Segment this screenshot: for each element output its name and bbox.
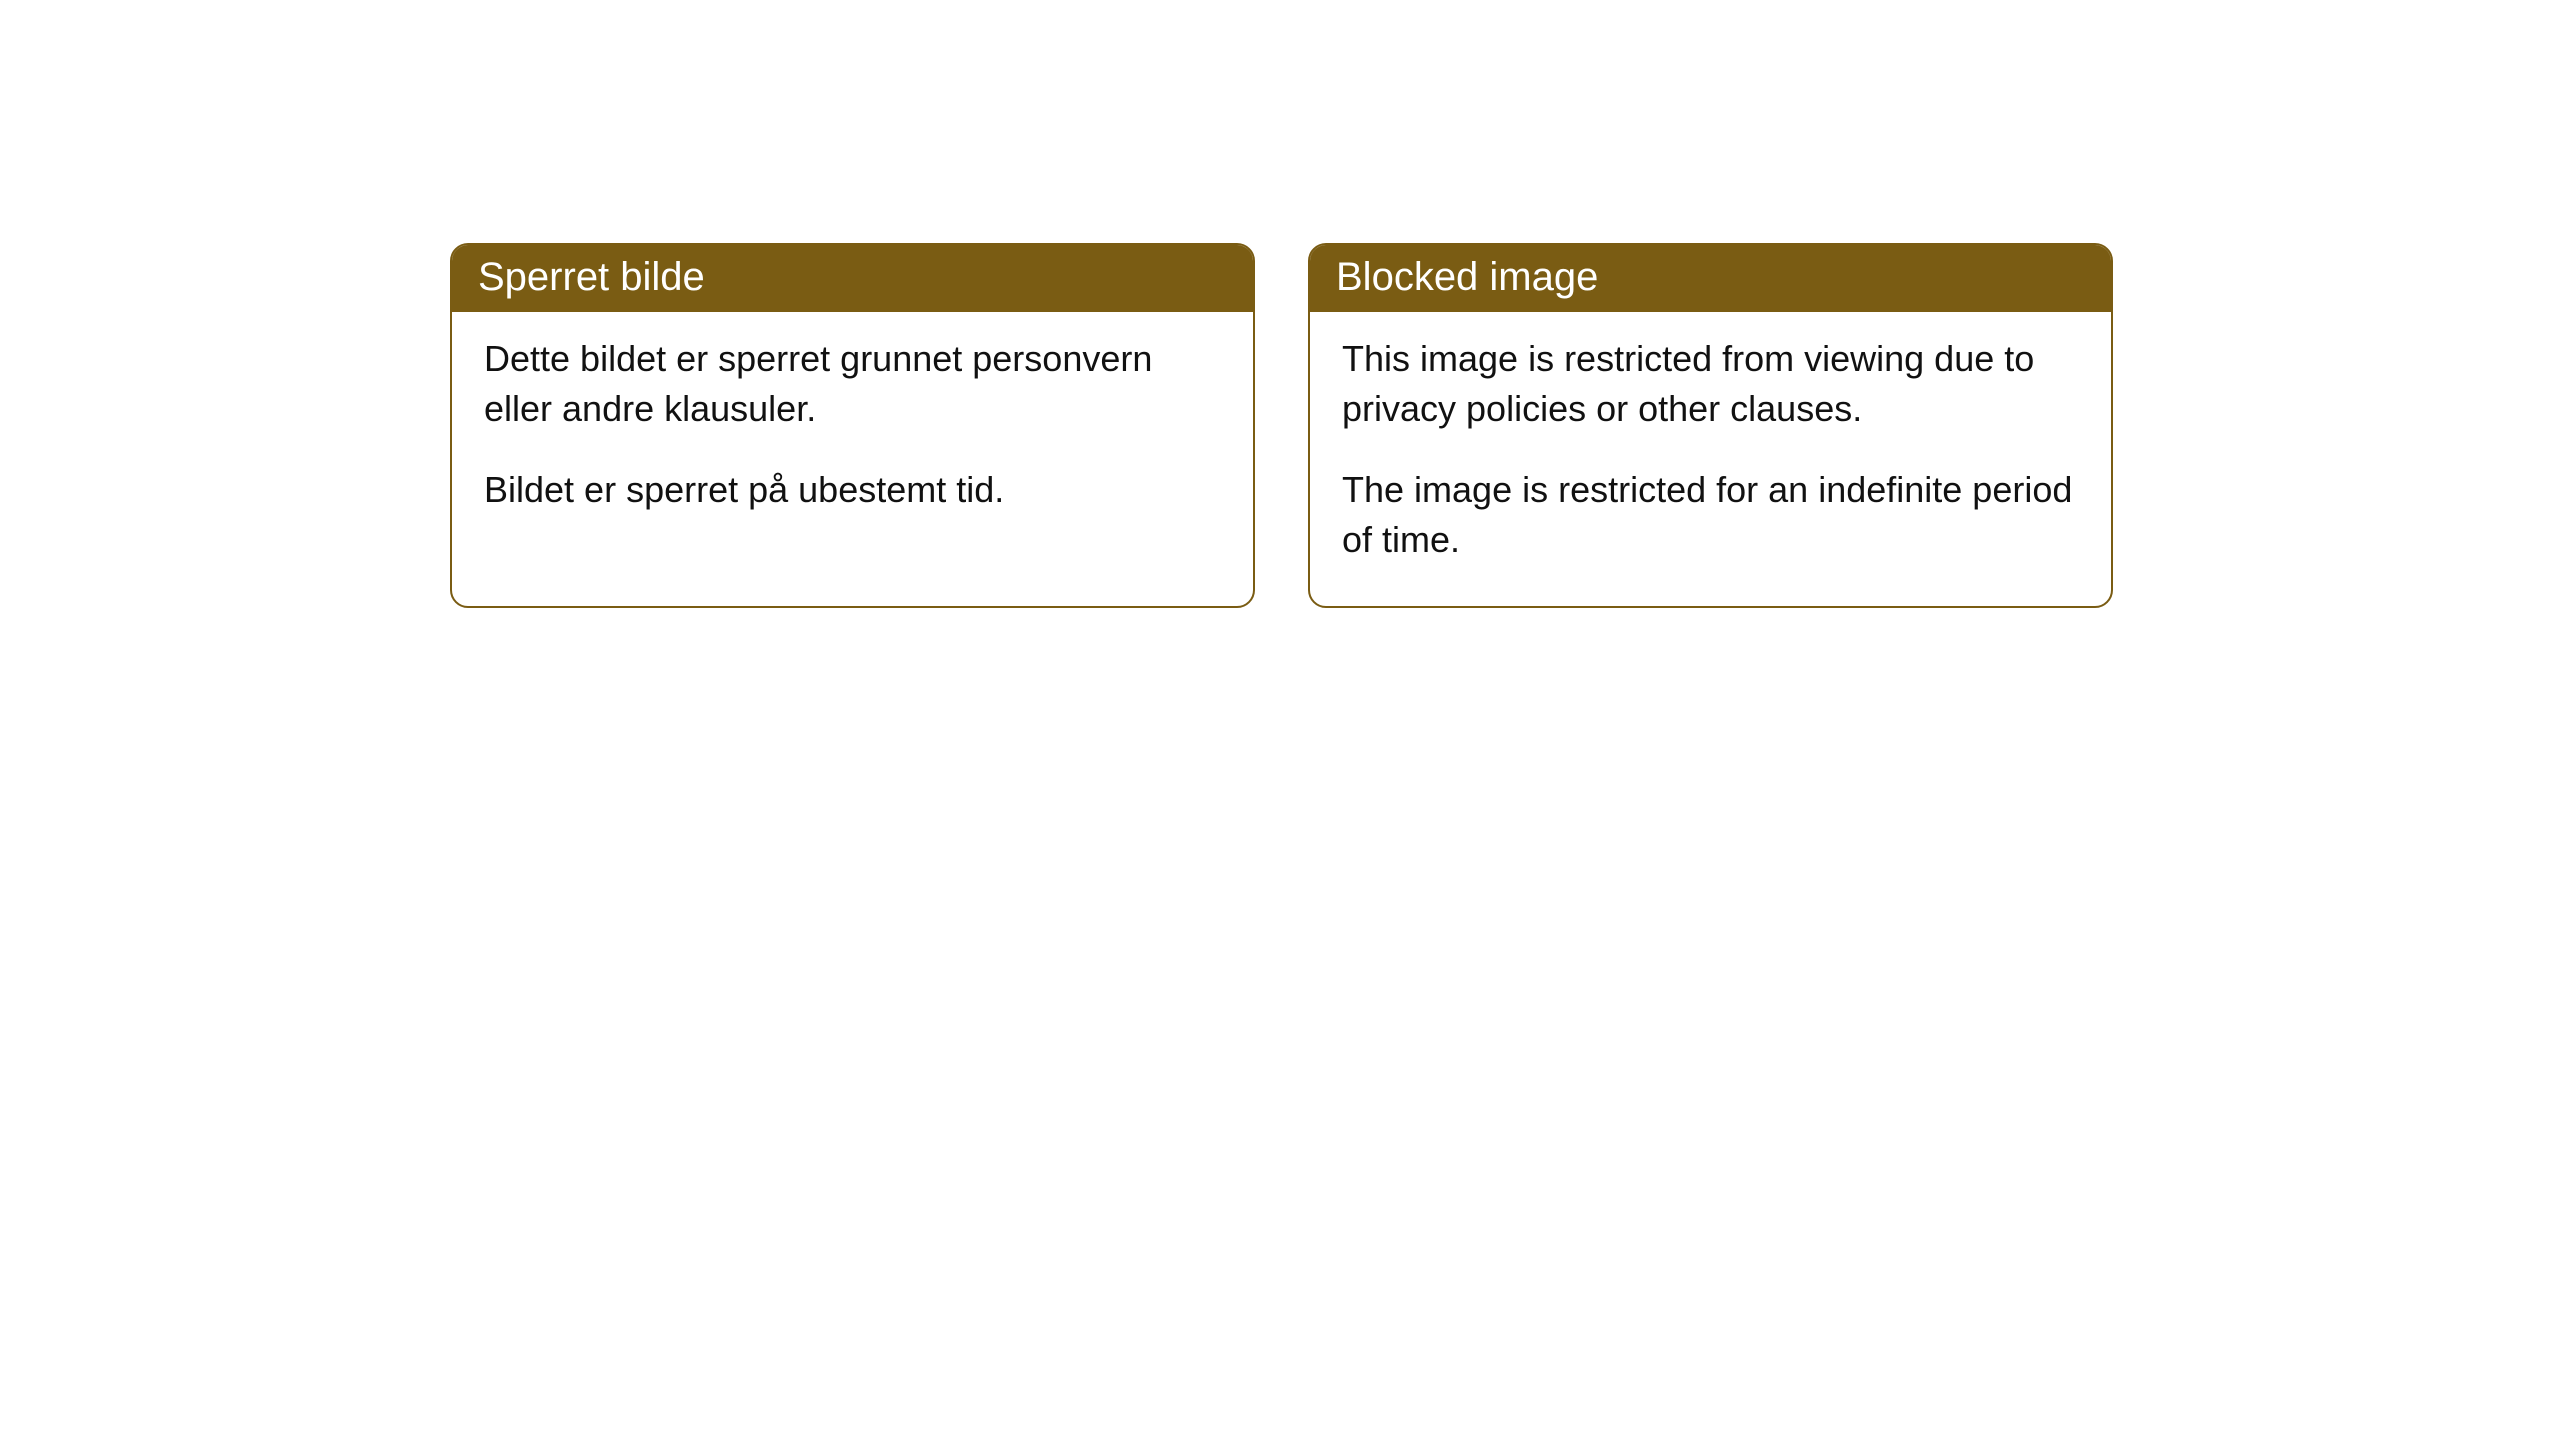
cards-container: Sperret bilde Dette bildet er sperret gr… (0, 0, 2560, 608)
notice-card-norwegian: Sperret bilde Dette bildet er sperret gr… (450, 243, 1255, 608)
notice-card-english: Blocked image This image is restricted f… (1308, 243, 2113, 608)
card-paragraph: The image is restricted for an indefinit… (1342, 465, 2079, 566)
card-body: This image is restricted from viewing du… (1310, 312, 2111, 606)
card-body: Dette bildet er sperret grunnet personve… (452, 312, 1253, 555)
card-title: Sperret bilde (478, 255, 705, 299)
card-paragraph: Dette bildet er sperret grunnet personve… (484, 334, 1221, 435)
card-header: Sperret bilde (452, 245, 1253, 312)
card-header: Blocked image (1310, 245, 2111, 312)
card-title: Blocked image (1336, 255, 1598, 299)
card-paragraph: Bildet er sperret på ubestemt tid. (484, 465, 1221, 515)
card-paragraph: This image is restricted from viewing du… (1342, 334, 2079, 435)
